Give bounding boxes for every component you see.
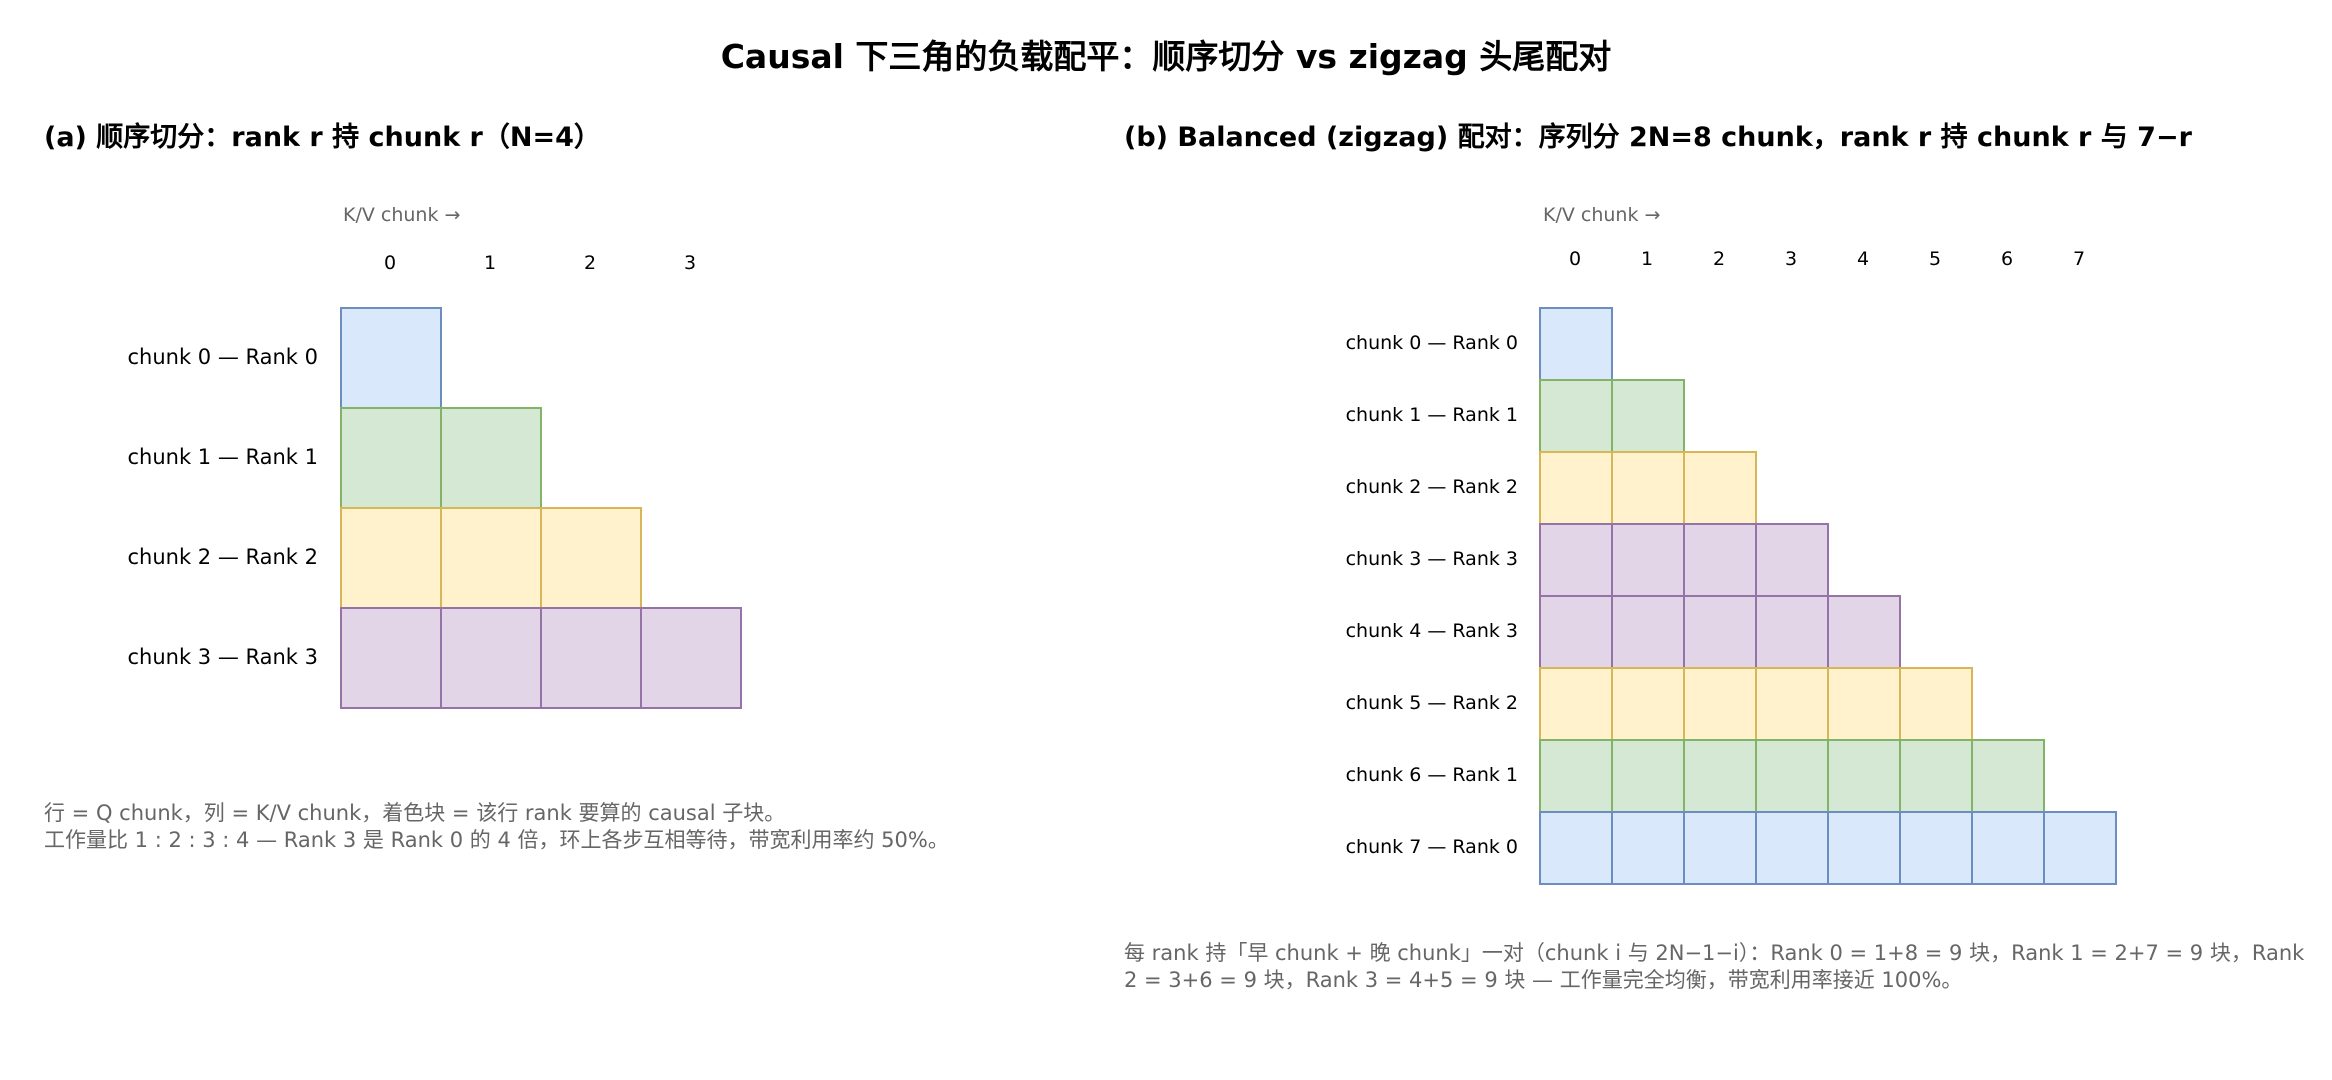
panel-b-cell-r2-c1 <box>1611 451 1685 525</box>
panel-b-cell-r1-c1 <box>1611 379 1685 453</box>
panel-a-cell-r2-c0 <box>340 507 442 609</box>
panel-b-cell-r4-c1 <box>1611 595 1685 669</box>
panel-b-cell-r4-c4 <box>1827 595 1901 669</box>
panel-b-row-label-5: chunk 5 — Rank 2 <box>1345 692 1518 714</box>
panel-b-cell-r7-c1 <box>1611 811 1685 885</box>
panel-b-axis-caption: K/V chunk → <box>1543 204 1661 226</box>
panel-b-cell-r5-c2 <box>1683 667 1757 741</box>
panel-b-cell-r7-c6 <box>1971 811 2045 885</box>
panel-a-cell-r3-c0 <box>340 607 442 709</box>
panel-b-row-label-7: chunk 7 — Rank 0 <box>1345 836 1518 858</box>
panel-b-cell-r7-c7 <box>2043 811 2117 885</box>
panel-a-row-label-1: chunk 1 — Rank 1 <box>127 445 318 469</box>
panel-b-cell-r4-c0 <box>1539 595 1613 669</box>
panel-a-col-label-0: 0 <box>383 252 397 274</box>
panel-b-cell-r7-c3 <box>1755 811 1829 885</box>
panel-b-row-label-1: chunk 1 — Rank 1 <box>1345 404 1518 426</box>
panel-b-cell-r6-c2 <box>1683 739 1757 813</box>
panel-b-cell-r1-c0 <box>1539 379 1613 453</box>
panel-b-cell-r2-c2 <box>1683 451 1757 525</box>
panel-b-cell-r6-c5 <box>1899 739 1973 813</box>
panel-b-col-label-0: 0 <box>1568 248 1582 270</box>
panel-a-axis-caption: K/V chunk → <box>343 204 461 226</box>
panel-a-col-label-3: 3 <box>683 252 697 274</box>
panel-b-cell-r3-c0 <box>1539 523 1613 597</box>
panel-b-cell-r7-c4 <box>1827 811 1901 885</box>
panel-a-cell-r0-c0 <box>340 307 442 409</box>
panel-b-row-label-2: chunk 2 — Rank 2 <box>1345 476 1518 498</box>
panel-b-row-label-3: chunk 3 — Rank 3 <box>1345 548 1518 570</box>
panel-b-col-label-2: 2 <box>1712 248 1726 270</box>
panel-a-cell-r1-c0 <box>340 407 442 509</box>
panel-b-cell-r5-c0 <box>1539 667 1613 741</box>
panel-b-cell-r6-c6 <box>1971 739 2045 813</box>
panel-b-col-label-4: 4 <box>1856 248 1870 270</box>
panel-a-cell-r3-c3 <box>640 607 742 709</box>
panel-a-row-label-0: chunk 0 — Rank 0 <box>127 345 318 369</box>
panel-b-cell-r7-c5 <box>1899 811 1973 885</box>
panel-a-cell-r2-c1 <box>440 507 542 609</box>
panel-b-col-label-3: 3 <box>1784 248 1798 270</box>
panel-b-row-label-6: chunk 6 — Rank 1 <box>1345 764 1518 786</box>
panel-b-cell-r6-c1 <box>1611 739 1685 813</box>
panel-a-row-label-3: chunk 3 — Rank 3 <box>127 645 318 669</box>
panel-b-cell-r5-c1 <box>1611 667 1685 741</box>
panel-a-col-label-1: 1 <box>483 252 497 274</box>
panel-b-cell-r7-c2 <box>1683 811 1757 885</box>
panel-b-cell-r6-c3 <box>1755 739 1829 813</box>
panel-b-col-label-5: 5 <box>1928 248 1942 270</box>
panel-b-cell-r3-c1 <box>1611 523 1685 597</box>
panel-b-cell-r2-c0 <box>1539 451 1613 525</box>
panel-b-row-label-4: chunk 4 — Rank 3 <box>1345 620 1518 642</box>
panel-b-cell-r7-c0 <box>1539 811 1613 885</box>
panel-b-cell-r5-c5 <box>1899 667 1973 741</box>
panel-b-col-label-7: 7 <box>2072 248 2086 270</box>
panel-b-cell-r3-c2 <box>1683 523 1757 597</box>
panel-a-cell-r3-c2 <box>540 607 642 709</box>
panel-a-row-label-2: chunk 2 — Rank 2 <box>127 545 318 569</box>
panel-a-note-2: 工作量比 1 : 2 : 3 : 4 — Rank 3 是 Rank 0 的 4… <box>44 828 949 852</box>
panel-a-heading: (a) 顺序切分：rank r 持 chunk r（N=4） <box>44 122 601 153</box>
panel-a-cell-r2-c2 <box>540 507 642 609</box>
panel-a-cell-r1-c1 <box>440 407 542 509</box>
panel-b-cell-r6-c4 <box>1827 739 1901 813</box>
panel-a-col-label-2: 2 <box>583 252 597 274</box>
page-title: Causal 下三角的负载配平：顺序切分 vs zigzag 头尾配对 <box>720 37 1612 76</box>
panel-b-col-label-6: 6 <box>2000 248 2014 270</box>
panel-a-cell-r3-c1 <box>440 607 542 709</box>
panel-b-cell-r4-c3 <box>1755 595 1829 669</box>
panel-b-cell-r4-c2 <box>1683 595 1757 669</box>
panel-b-note: 每 rank 持「早 chunk + 晚 chunk」一对（chunk i 与 … <box>1124 941 2305 992</box>
panel-b-cell-r3-c3 <box>1755 523 1829 597</box>
panel-b-cell-r5-c4 <box>1827 667 1901 741</box>
panel-a-note-1: 行 = Q chunk，列 = K/V chunk，着色块 = 该行 rank … <box>44 801 786 825</box>
panel-b-row-label-0: chunk 0 — Rank 0 <box>1345 332 1518 354</box>
panel-b-cell-r5-c3 <box>1755 667 1829 741</box>
panel-b-cell-r6-c0 <box>1539 739 1613 813</box>
panel-b-heading: (b) Balanced (zigzag) 配对：序列分 2N=8 chunk，… <box>1124 122 2192 153</box>
panel-b-col-label-1: 1 <box>1640 248 1654 270</box>
panel-b-cell-r0-c0 <box>1539 307 1613 381</box>
